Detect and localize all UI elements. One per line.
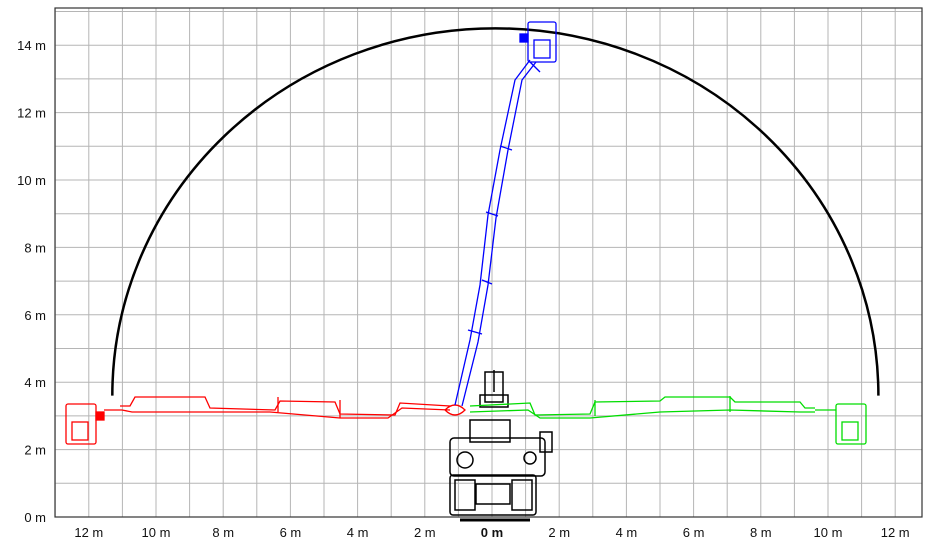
x-tick-label: 2 m	[548, 525, 570, 540]
y-axis-labels: 0 m 2 m 4 m 6 m 8 m 10 m 12 m 14 m	[17, 38, 46, 525]
boom-left	[65, 396, 466, 445]
y-tick-label: 0 m	[24, 510, 46, 525]
x-tick-label: 0 m	[481, 525, 503, 540]
x-tick-label: 10 m	[814, 525, 843, 540]
x-tick-label: 8 m	[212, 525, 234, 540]
x-tick-label: 8 m	[750, 525, 772, 540]
x-tick-label: 10 m	[142, 525, 171, 540]
x-tick-label: 6 m	[280, 525, 302, 540]
x-axis-labels: 12 m 10 m 8 m 6 m 4 m 2 m 0 m 2 m 4 m 6 m 8 m 10 m 1…	[74, 525, 909, 540]
x-tick-label: 2 m	[414, 525, 436, 540]
boom-right	[469, 396, 867, 445]
x-tick-label: 4 m	[347, 525, 369, 540]
boom-vertical	[454, 21, 557, 407]
y-tick-label: 8 m	[24, 240, 46, 255]
y-tick-label: 12 m	[17, 106, 46, 121]
y-tick-label: 4 m	[24, 375, 46, 390]
y-tick-label: 14 m	[17, 38, 46, 53]
x-tick-label: 12 m	[74, 525, 103, 540]
reach-envelope-arc	[111, 27, 880, 396]
y-tick-label: 10 m	[17, 173, 46, 188]
x-tick-label: 6 m	[683, 525, 705, 540]
x-tick-label: 12 m	[881, 525, 910, 540]
y-tick-label: 2 m	[24, 443, 46, 458]
machine-base	[449, 370, 553, 522]
x-tick-label: 4 m	[616, 525, 638, 540]
y-tick-label: 6 m	[24, 308, 46, 323]
